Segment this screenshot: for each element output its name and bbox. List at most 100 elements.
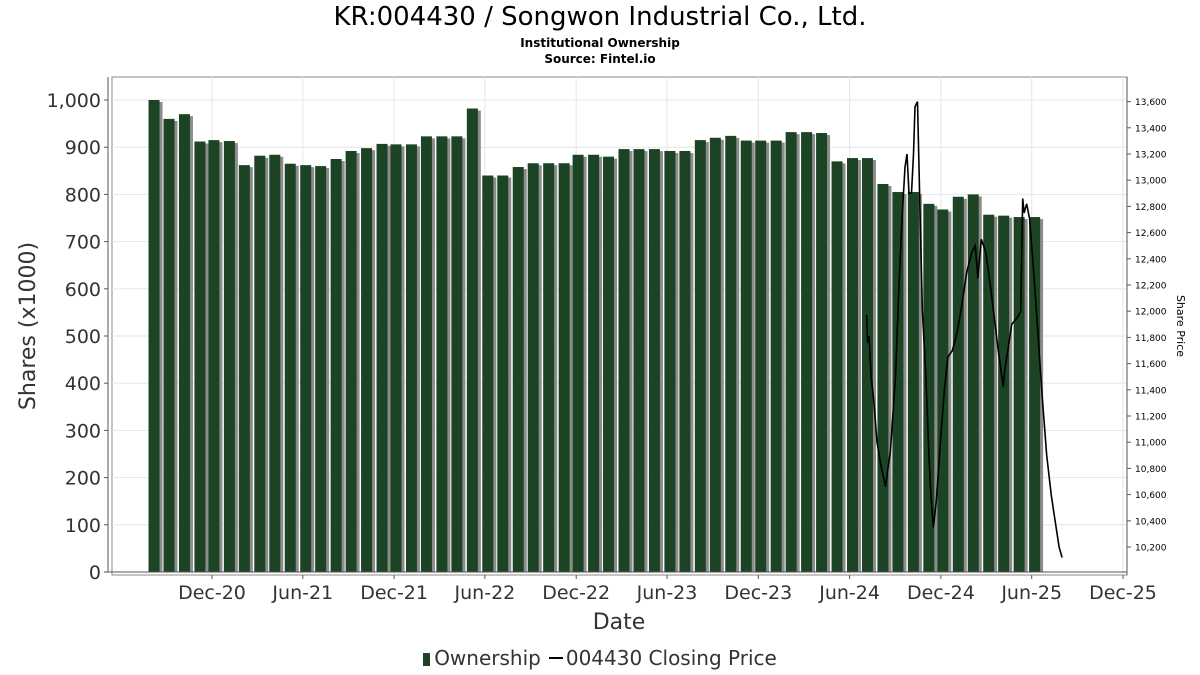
chart-source: Source: Fintel.io [544, 52, 656, 66]
ownership-bar [254, 155, 266, 573]
y-tick-label: 300 [65, 420, 101, 442]
y2-tick-label: 12,800 [1135, 203, 1167, 213]
ownership-bar [543, 163, 555, 573]
x-tick-label: Dec-24 [907, 582, 975, 604]
ownership-bar [755, 140, 767, 573]
ownership-bar [572, 154, 584, 572]
y2-tick-label: 12,200 [1135, 282, 1167, 292]
ownership-bar [861, 158, 873, 572]
y2-tick-label: 12,600 [1135, 229, 1167, 239]
y-tick-label: 400 [65, 373, 101, 395]
ownership-bar [588, 154, 600, 572]
ownership-bar [664, 150, 676, 572]
ownership-bar [877, 184, 889, 573]
ownership-bar [725, 135, 737, 572]
ownership-bar [770, 140, 782, 573]
ownership-bar [923, 203, 935, 572]
y2-tick-label: 13,400 [1135, 124, 1167, 134]
x-tick-label: Dec-23 [724, 582, 792, 604]
x-tick-label: Jun-22 [454, 582, 516, 604]
y2-tick-label: 12,000 [1135, 308, 1167, 318]
chart-title: KR:004430 / Songwon Industrial Co., Ltd. [333, 2, 867, 32]
y-tick-label: 100 [65, 515, 101, 537]
y2-tick-label: 10,800 [1135, 465, 1167, 475]
ownership-bar [405, 144, 417, 573]
price-line [865, 101, 1063, 558]
ownership-bar [223, 141, 235, 572]
y-tick-label: 0 [89, 562, 101, 584]
x-tick-label: Dec-25 [1089, 582, 1157, 604]
ownership-bar [952, 196, 964, 572]
y2-tick-label: 10,200 [1135, 544, 1167, 554]
ownership-bar [390, 144, 402, 573]
ownership-bar [558, 163, 570, 573]
axes: 0 100 200 300 400 500 600 700 800 900 1,000 10,200 1… [47, 77, 1167, 604]
ownership-bar [269, 154, 281, 572]
y-tick-label: 700 [65, 232, 101, 254]
ownership-bar [785, 132, 797, 572]
ownership-bar [694, 140, 706, 572]
ownership-bar [345, 150, 357, 572]
y2-tick-label: 10,400 [1135, 517, 1167, 527]
x-tick-label: Dec-20 [178, 582, 246, 604]
y2-tick-label: 10,600 [1135, 491, 1167, 501]
ownership-bar [512, 167, 524, 573]
y2-tick-label: 13,600 [1135, 98, 1167, 108]
ownership-bar [376, 143, 388, 572]
y2-tick-label: 11,800 [1135, 334, 1167, 344]
ownership-bar [497, 175, 509, 572]
y2-tick-label: 11,600 [1135, 360, 1167, 370]
ownership-bar [436, 136, 448, 572]
ownership-bar [937, 209, 949, 572]
ownership-bar [163, 118, 175, 572]
ownership-bar [603, 156, 615, 572]
y2-tick-label: 13,200 [1135, 151, 1167, 161]
ownership-bar [178, 114, 190, 572]
x-tick-label: Dec-21 [360, 582, 428, 604]
ownership-bar [315, 166, 327, 572]
ownership-bar [831, 161, 843, 573]
y2-tick-label: 13,000 [1135, 177, 1167, 187]
ownership-bar [330, 159, 342, 572]
ownership-bar [967, 194, 979, 572]
price-line-path [865, 101, 1063, 558]
ownership-bar [482, 175, 494, 572]
legend-price-label: 004430 Closing Price [565, 646, 777, 670]
ownership-bar [284, 163, 296, 572]
x-tick-label: Jun-25 [1000, 582, 1062, 604]
ownership-bar [998, 215, 1010, 572]
ownership-bar [618, 149, 630, 572]
ownership-bar [420, 136, 432, 572]
x-tick-label: Dec-22 [542, 582, 610, 604]
ownership-bar [527, 163, 539, 573]
legend-ownership-swatch [423, 653, 431, 666]
ownership-bar [648, 149, 660, 572]
ownership-bar [892, 192, 904, 573]
x-tick-label: Jun-21 [271, 582, 333, 604]
ownership-bar [148, 100, 160, 572]
x-tick-label: Jun-24 [818, 582, 880, 604]
ownership-bar [208, 140, 220, 572]
ownership-bar [907, 192, 919, 573]
ownership-bar [466, 108, 478, 572]
ownership-bar [451, 136, 463, 572]
y-tick-label: 900 [65, 137, 101, 159]
ownership-bar [983, 214, 995, 573]
y-axis-title: Shares (x1000) [16, 242, 41, 410]
y2-tick-label: 11,400 [1135, 386, 1167, 396]
y-tick-label: 600 [65, 279, 101, 301]
ownership-bar [801, 132, 813, 572]
legend-ownership-label: Ownership [434, 646, 541, 670]
ownership-bar [740, 140, 752, 573]
y-tick-label: 800 [65, 184, 101, 206]
y2-tick-label: 11,000 [1135, 439, 1167, 449]
y-tick-label: 500 [65, 326, 101, 348]
ownership-bar [300, 165, 312, 573]
y-tick-label: 1,000 [47, 90, 101, 112]
ownership-bar [361, 148, 373, 573]
ownership-bar [238, 165, 250, 573]
ownership-bar [679, 150, 691, 572]
ownership-bar [194, 141, 206, 572]
ownership-bars [148, 100, 1044, 573]
